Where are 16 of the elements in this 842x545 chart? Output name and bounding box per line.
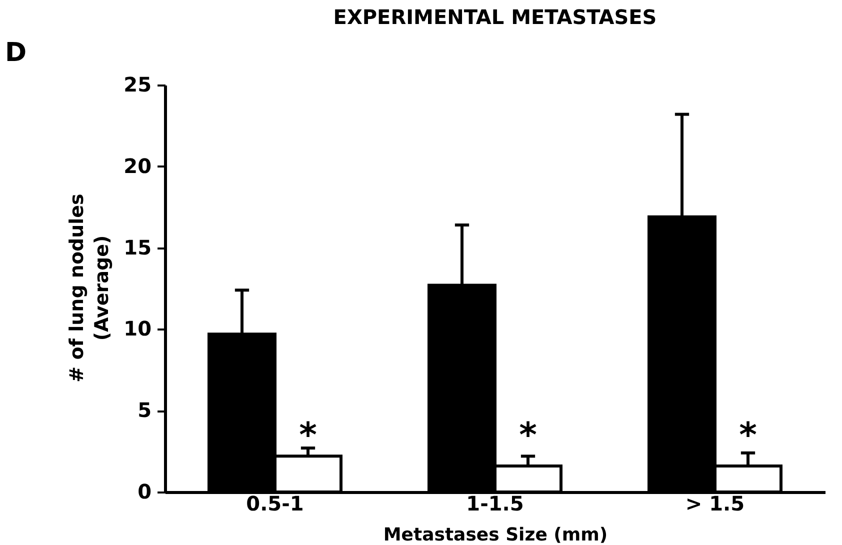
y-tick-label: 15 — [124, 235, 152, 260]
annotation: * — [519, 416, 538, 456]
chart-title: EXPERIMENTAL METASTASES — [333, 5, 657, 29]
x-tick-label: 0.5-1 — [246, 492, 304, 516]
x-tick-label: > 1.5 — [685, 492, 745, 516]
y-tick-label: 25 — [124, 72, 152, 96]
annotation: * — [299, 416, 318, 456]
y-axis-title: # of lung nodules (Average) — [66, 194, 113, 382]
y-tick-label: 20 — [124, 154, 152, 178]
y-tick-label: 10 — [124, 316, 152, 341]
y-tick-label: 0 — [138, 480, 152, 504]
annotation: * — [739, 416, 758, 456]
y-tick-label: 5 — [138, 398, 152, 422]
x-tick-label: 1-1.5 — [466, 492, 524, 516]
text: D — [5, 38, 27, 68]
x-axis-title: Metastases Size (mm) — [383, 524, 608, 545]
